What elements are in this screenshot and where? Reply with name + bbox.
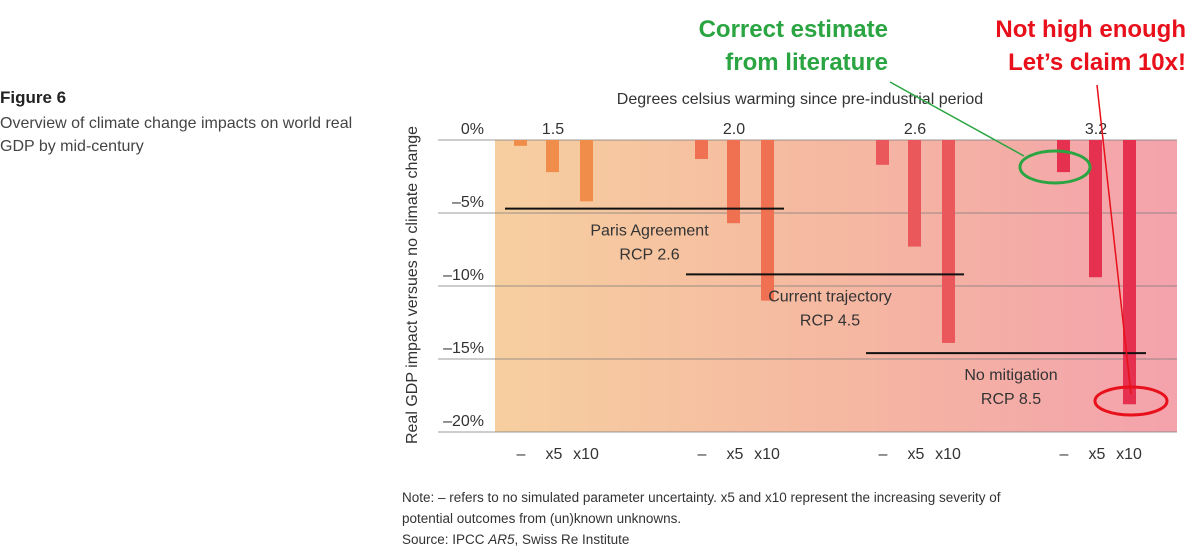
source-italic: AR5 [488, 532, 515, 547]
bar-2.0-base [695, 140, 708, 159]
bar-2.0-x5 [727, 140, 740, 224]
subcategory-label: x10 [573, 446, 599, 463]
subcategory-labels: – x5 x10 – x5 x10 – x5 x10 – x5 x10 [517, 446, 1142, 463]
source-prefix: Source: IPCC [402, 532, 489, 547]
gdp-impact-chart: 0% –5% –10% –15% –20% 1.5 2.0 2.6 3.2 – x5 x10 – x5… [404, 16, 1186, 463]
annotation-claim-arrow [1096, 84, 1132, 395]
scenario-rcp: RCP 4.5 [800, 312, 860, 329]
bar-3.2-x5 [1089, 140, 1102, 278]
scenario-rcp: RCP 8.5 [981, 391, 1041, 408]
annotation-claim-ellipse [1093, 385, 1169, 417]
scenario-lines: Paris Agreement RCP 2.6 Current trajectory… [505, 207, 1146, 408]
subcategory-label: x5 [727, 446, 744, 463]
chart-note: Note: – refers to no simulated parameter… [402, 487, 1001, 550]
bar-1.5-x5 [546, 140, 559, 173]
y-tick-label: 0% [461, 121, 484, 138]
subcategory-label: x10 [1116, 446, 1142, 463]
y-tick-labels: 0% –5% –10% –15% –20% [443, 121, 484, 430]
subcategory-label: – [1060, 446, 1069, 463]
figure-description: Overview of climate change impacts on wo… [0, 115, 353, 155]
annotation-correct-arrow [889, 81, 1025, 157]
annotation-correct-ellipse [1018, 149, 1092, 185]
subcategory-label: x5 [1089, 446, 1106, 463]
scenario-label: Paris Agreement [590, 223, 709, 240]
scenario-label: Current trajectory [768, 288, 892, 305]
annotation-correct: Correct estimate from literature [699, 16, 1092, 185]
figure-label: Figure 6 [0, 88, 67, 107]
y-axis-label: Real GDP impact versues no climate chang… [404, 126, 421, 444]
y-tick-label: –15% [443, 340, 484, 357]
subcategory-label: – [879, 446, 888, 463]
subcategory-label: x10 [935, 446, 961, 463]
annotation-correct-line2: from literature [725, 49, 888, 76]
bar-2.6-x5 [908, 140, 921, 247]
y-tick-label: –5% [452, 194, 484, 211]
bar-2.0-x10 [761, 140, 774, 301]
note-line-1: Note: – refers to no simulated parameter… [402, 490, 1001, 505]
annotation-correct-line1: Correct estimate [699, 16, 888, 43]
group-labels: 1.5 2.0 2.6 3.2 [542, 121, 1107, 138]
subcategory-label: x10 [754, 446, 780, 463]
chart-title: Degrees celsius warming since pre-indust… [617, 91, 983, 108]
group-label: 3.2 [1085, 121, 1107, 138]
annotation-claim: Not high enough Let’s claim 10x! [995, 16, 1186, 417]
source-line: Source: IPCC AR5, Swiss Re Institute [402, 529, 1001, 550]
gridlines [438, 139, 1177, 433]
y-tick-label: –20% [443, 413, 484, 430]
group-label: 2.0 [723, 121, 745, 138]
source-suffix: , Swiss Re Institute [514, 532, 630, 547]
bar-3.2-base [1057, 140, 1070, 173]
bar-2.6-x10 [942, 140, 955, 343]
bar-1.5-base [514, 140, 527, 146]
note-line-2: potential outcomes from (un)known unknow… [402, 511, 682, 526]
scenario-label: No mitigation [964, 367, 1057, 384]
bar-2.6-base [876, 140, 889, 165]
group-label: 2.6 [904, 121, 926, 138]
annotation-claim-line1: Not high enough [995, 16, 1186, 43]
annotation-claim-line2: Let’s claim 10x! [1008, 49, 1186, 76]
scenario-rcp: RCP 2.6 [619, 247, 679, 264]
subcategory-label: x5 [908, 446, 925, 463]
bar-3.2-x10 [1123, 140, 1136, 405]
bar-1.5-x10 [580, 140, 593, 202]
bars [514, 140, 1136, 405]
subcategory-label: – [698, 446, 707, 463]
subcategory-label: – [517, 446, 526, 463]
y-tick-label: –10% [443, 267, 484, 284]
subcategory-label: x5 [546, 446, 563, 463]
group-label: 1.5 [542, 121, 564, 138]
